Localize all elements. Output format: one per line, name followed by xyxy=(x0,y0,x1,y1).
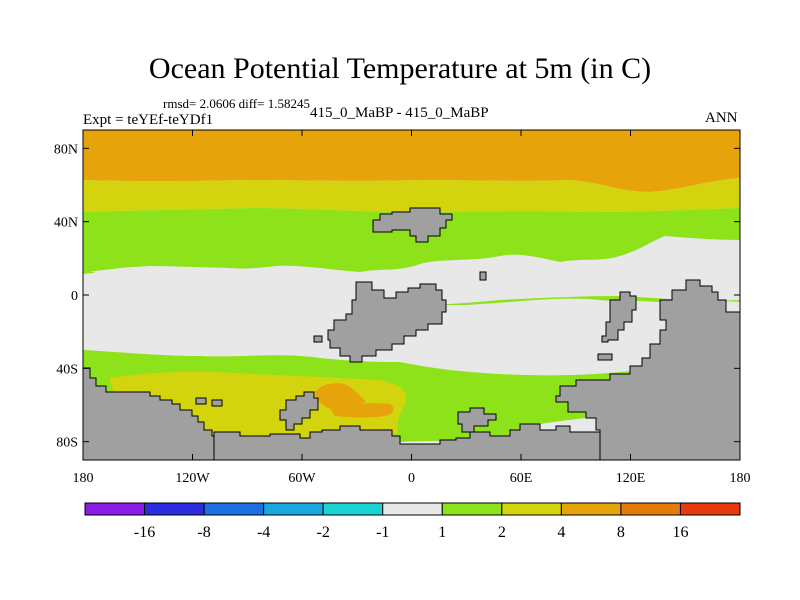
map-field xyxy=(83,130,740,460)
land-east-islet xyxy=(597,353,613,361)
rmsd-diff-stats: rmsd= 2.0606 diff= 1.58245 xyxy=(163,96,310,111)
tropical-band xyxy=(83,250,740,306)
land-islet-south-2 xyxy=(211,399,223,407)
land-peninsula xyxy=(279,391,319,431)
colorbar-swatch xyxy=(679,502,741,516)
land-islet-south xyxy=(195,397,207,405)
land-east xyxy=(555,279,740,460)
colorbar-label: -2 xyxy=(317,524,330,541)
colorbar-label: -8 xyxy=(197,524,210,541)
colorbar-label: 4 xyxy=(557,524,565,541)
colorbar-swatch xyxy=(620,502,681,516)
x-tick-label: 120W xyxy=(175,471,210,486)
x-tick-label: 180 xyxy=(730,471,751,486)
chart-title: Ocean Potential Temperature at 5m (in C) xyxy=(148,52,652,85)
land-south xyxy=(83,367,215,460)
south-atlantic-anomaly-2 xyxy=(330,403,394,418)
colorbar-label: -4 xyxy=(257,524,270,541)
colorbar-swatch xyxy=(560,502,622,516)
colorbar-swatch xyxy=(144,502,205,516)
colorbar-swatch xyxy=(322,502,384,516)
y-tick-label: 40S xyxy=(56,362,78,377)
colorbar-label: 16 xyxy=(672,524,688,541)
colorbar-swatch xyxy=(501,502,562,516)
y-tick-label: 80N xyxy=(54,142,78,157)
arctic-band xyxy=(83,130,740,192)
y-tick-label: 40N xyxy=(54,216,78,231)
axis-ticks: 180 120W 60W 0 60E 120E 180 80N 40N 0 40S 80S xyxy=(54,130,751,486)
colorbar-swatch xyxy=(84,502,146,516)
colorbar-label: 1 xyxy=(438,524,446,541)
land-central xyxy=(327,281,447,363)
land-south-2 xyxy=(213,423,601,460)
land-island-south xyxy=(457,407,497,433)
x-tick-label: 180 xyxy=(73,471,94,486)
colorbar-label: 8 xyxy=(617,524,625,541)
colorbar-swatch xyxy=(441,502,503,516)
pacific-green-lobe xyxy=(83,238,360,272)
colorbar-label: -16 xyxy=(134,524,155,541)
x-tick-label: 120E xyxy=(616,471,646,486)
south-atlantic-anomaly xyxy=(315,383,366,410)
y-tick-label: 80S xyxy=(56,436,78,451)
land-east-island xyxy=(601,291,637,343)
colorbar-swatch xyxy=(203,502,265,516)
colorbar-swatch xyxy=(263,502,324,516)
colorbar: -16 -8 -4 -2 -1 1 2 4 8 16 xyxy=(84,502,741,541)
colorbar-label: 2 xyxy=(498,524,506,541)
land-central-islet xyxy=(313,335,323,343)
colorbar-label: -1 xyxy=(376,524,389,541)
x-tick-label: 60E xyxy=(510,471,533,486)
x-tick-label: 60W xyxy=(288,471,316,486)
land-central-islet-2 xyxy=(479,271,487,281)
x-tick-label: 0 xyxy=(408,471,415,486)
experiment-label: Expt = teYEf-teYDf1 xyxy=(83,112,214,128)
colorbar-swatch xyxy=(382,502,443,516)
y-tick-label: 0 xyxy=(71,289,78,304)
run-ids-label: 415_0_MaBP - 415_0_MaBP xyxy=(310,105,489,121)
season-label: ANN xyxy=(705,110,738,126)
north-subpolar-band xyxy=(83,178,740,212)
land-north xyxy=(372,207,453,243)
